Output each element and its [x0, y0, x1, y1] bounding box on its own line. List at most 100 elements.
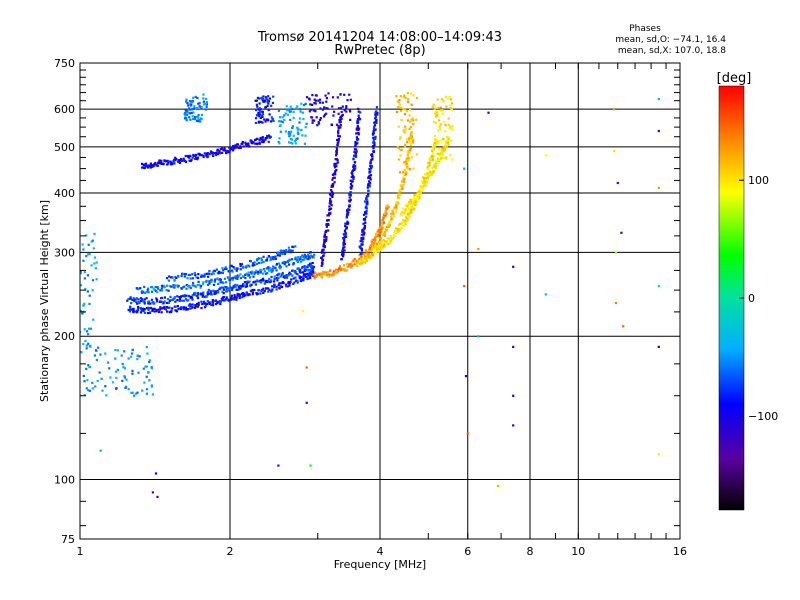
data-point [278, 142, 281, 145]
data-point [203, 306, 207, 309]
data-point [284, 130, 287, 133]
data-point [403, 220, 406, 224]
data-point [388, 224, 391, 227]
data-point [169, 295, 172, 298]
data-point [363, 217, 367, 220]
data-point [289, 280, 292, 284]
data-point [300, 260, 303, 263]
data-point [92, 318, 95, 321]
data-point [290, 250, 293, 254]
data-point [273, 275, 276, 278]
data-point [440, 155, 443, 158]
data-point [211, 304, 215, 307]
data-point [166, 310, 169, 313]
data-point [88, 252, 91, 256]
data-point [204, 304, 208, 307]
data-point [345, 262, 349, 265]
data-point [290, 278, 293, 281]
data-point [266, 257, 269, 260]
data-point [339, 123, 342, 127]
data-point [194, 291, 197, 294]
data-point [277, 140, 280, 144]
data-point [211, 153, 215, 157]
data-point [94, 267, 97, 270]
data-point [332, 270, 335, 273]
data-point [197, 280, 200, 283]
data-point [408, 108, 412, 112]
data-point [168, 306, 171, 309]
data-point [324, 235, 327, 238]
data-point [228, 288, 231, 291]
data-point [271, 117, 274, 121]
data-point [440, 157, 443, 160]
data-point [369, 162, 372, 165]
data-point [271, 289, 274, 292]
data-point [241, 296, 244, 299]
data-point [512, 345, 515, 348]
data-point [306, 266, 309, 269]
data-point [339, 120, 342, 123]
data-point [239, 268, 242, 271]
data-point [310, 265, 313, 268]
data-point [342, 237, 345, 240]
data-point [229, 149, 232, 152]
data-point [288, 135, 291, 138]
data-point [223, 277, 226, 280]
data-point [279, 275, 282, 278]
data-point [412, 167, 415, 170]
data-point [354, 142, 357, 145]
data-point [191, 293, 194, 297]
data-point [437, 106, 440, 110]
data-point [82, 342, 85, 346]
data-point [312, 266, 315, 269]
data-point [208, 280, 211, 283]
data-point [186, 110, 189, 113]
data-point [194, 115, 197, 118]
data-point [285, 105, 288, 108]
data-point [357, 110, 360, 113]
y-tick-label: 400 [54, 187, 75, 200]
data-point [195, 119, 199, 122]
data-point [264, 272, 267, 275]
data-point [244, 273, 248, 276]
data-point [335, 146, 338, 149]
data-point [447, 137, 450, 140]
data-point [379, 226, 382, 229]
data-point [189, 118, 192, 121]
data-point [239, 264, 242, 267]
data-point [163, 284, 166, 287]
data-point [231, 270, 234, 273]
data-point [292, 262, 295, 265]
data-point [426, 178, 429, 181]
data-point [148, 300, 151, 303]
data-point [401, 207, 404, 210]
data-point [95, 261, 98, 264]
data-point [405, 158, 408, 161]
data-point [334, 271, 338, 274]
data-point [308, 98, 311, 101]
data-point [273, 257, 276, 260]
data-point [285, 285, 288, 288]
data-point [412, 202, 415, 205]
data-point [195, 153, 198, 156]
data-point [202, 100, 205, 103]
data-point [266, 104, 269, 108]
data-point [421, 185, 424, 188]
data-point [403, 180, 406, 183]
data-point [127, 297, 130, 301]
data-point [342, 233, 345, 236]
data-point [123, 375, 126, 378]
data-point [327, 274, 330, 278]
data-point [287, 280, 290, 284]
data-point [222, 288, 225, 291]
data-point [258, 110, 262, 113]
data-point [351, 174, 354, 177]
chart-title: Tromsø 20141204 14:08:00–14:09:43 [257, 30, 502, 45]
data-point [151, 164, 154, 167]
data-point [134, 298, 137, 301]
data-point [406, 209, 409, 212]
data-point [434, 112, 437, 115]
data-point [292, 116, 295, 119]
data-point [384, 227, 387, 230]
data-point [434, 122, 438, 125]
